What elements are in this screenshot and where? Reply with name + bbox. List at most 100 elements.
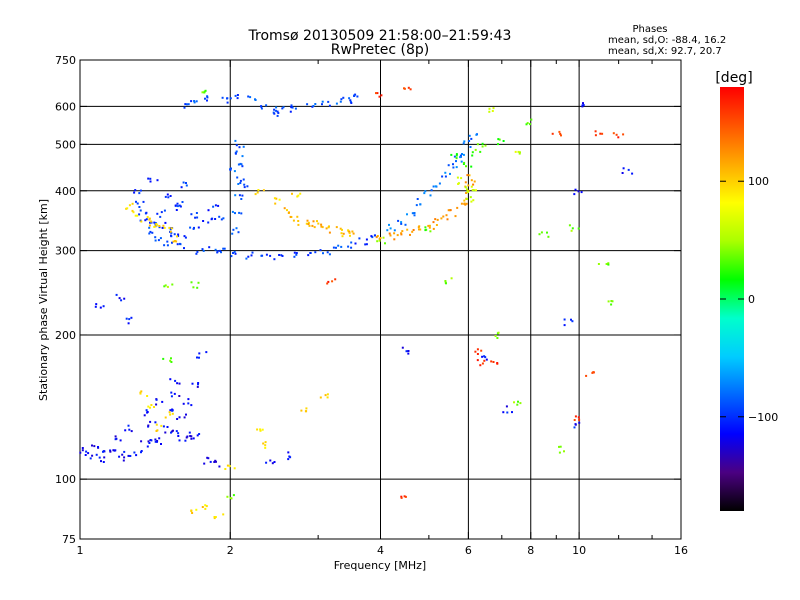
data-point <box>401 346 404 349</box>
data-point <box>112 449 115 452</box>
data-point <box>571 227 574 230</box>
data-point <box>278 198 281 201</box>
data-point <box>102 305 105 308</box>
data-point <box>236 176 239 179</box>
data-point <box>150 220 153 223</box>
data-point <box>121 453 124 456</box>
data-point <box>574 423 577 426</box>
data-point <box>465 198 468 200</box>
data-point <box>193 101 196 104</box>
colorbar-ticks: 100 0 −100 <box>720 175 778 424</box>
data-point <box>169 195 172 197</box>
data-point <box>197 281 200 284</box>
data-point <box>386 229 389 232</box>
data-point <box>170 357 172 360</box>
data-point <box>191 512 194 514</box>
data-point <box>182 181 185 184</box>
data-point <box>435 224 438 226</box>
data-point <box>109 449 112 452</box>
data-point <box>547 235 550 238</box>
data-point <box>190 404 193 407</box>
data-point <box>406 228 409 231</box>
data-point <box>79 451 82 454</box>
data-point <box>350 102 353 104</box>
data-point <box>610 300 613 302</box>
data-point <box>573 193 576 196</box>
data-point <box>239 182 242 184</box>
data-point <box>427 224 430 227</box>
data-point <box>450 153 453 156</box>
data-point <box>128 318 131 321</box>
data-point <box>273 258 276 261</box>
data-point <box>118 455 121 458</box>
data-point <box>265 104 268 107</box>
data-point <box>203 462 206 465</box>
data-point <box>119 439 122 442</box>
data-point <box>320 225 323 228</box>
data-point <box>185 413 187 416</box>
data-point <box>166 244 169 247</box>
data-point <box>222 217 225 220</box>
data-point <box>456 176 459 179</box>
data-point <box>226 101 229 104</box>
data-point <box>450 277 453 280</box>
data-point <box>98 456 101 459</box>
data-point <box>196 286 199 289</box>
data-point <box>163 209 166 212</box>
data-point <box>388 223 390 226</box>
data-point <box>195 508 198 511</box>
data-point <box>470 200 473 203</box>
colorbar-tick-label: −100 <box>748 411 778 424</box>
data-point <box>483 355 486 358</box>
data-point <box>428 226 431 229</box>
data-point <box>94 305 97 308</box>
data-point <box>445 282 447 285</box>
data-point <box>376 235 379 237</box>
data-point <box>109 450 112 453</box>
data-point <box>176 243 179 246</box>
data-point <box>416 198 419 200</box>
data-point <box>419 228 422 231</box>
data-point <box>551 132 554 135</box>
data-point <box>400 232 403 235</box>
data-point <box>226 97 229 100</box>
data-point <box>289 110 292 113</box>
data-point <box>612 132 615 135</box>
data-point <box>570 229 573 232</box>
data-point <box>468 134 471 137</box>
data-point <box>198 352 201 355</box>
data-point <box>490 360 493 363</box>
data-point <box>168 226 171 229</box>
data-point <box>467 184 470 187</box>
data-point <box>81 449 84 452</box>
data-point <box>146 445 149 448</box>
data-point <box>578 418 581 421</box>
data-point <box>204 89 207 92</box>
data-point <box>130 430 133 433</box>
data-point <box>273 461 276 463</box>
data-point <box>93 445 96 448</box>
data-point <box>193 100 196 102</box>
data-point <box>328 231 331 234</box>
data-point <box>291 192 293 195</box>
data-point <box>631 172 634 175</box>
data-point <box>407 86 410 89</box>
data-point <box>379 237 382 239</box>
data-point <box>150 221 153 224</box>
data-point <box>178 382 181 385</box>
data-point <box>424 229 427 232</box>
data-point <box>190 281 193 284</box>
data-point <box>389 234 392 237</box>
data-point <box>440 217 443 220</box>
data-point <box>174 240 176 242</box>
data-point <box>393 229 396 232</box>
data-point <box>196 385 199 388</box>
colorbar-label: [deg] <box>715 70 752 86</box>
data-point <box>581 104 584 107</box>
data-point <box>216 250 219 253</box>
data-point <box>187 103 190 106</box>
data-point <box>234 152 237 155</box>
data-point <box>518 152 521 155</box>
x-tick-label: 2 <box>227 544 234 557</box>
data-point <box>124 429 127 432</box>
